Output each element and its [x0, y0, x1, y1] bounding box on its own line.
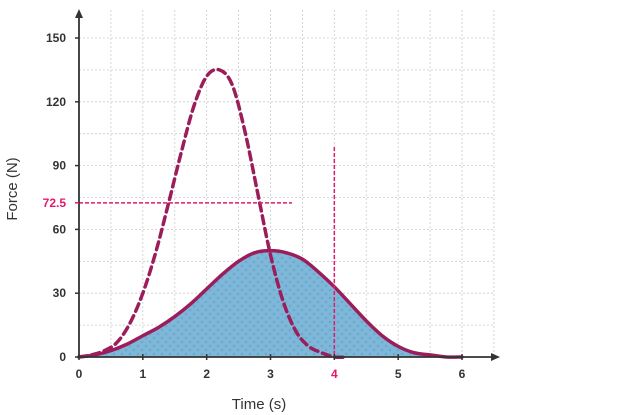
curves: [77, 67, 464, 360]
y-tick-label: 150: [46, 31, 66, 45]
x-tick-label: 5: [395, 367, 402, 381]
x-tick-label: 1: [139, 367, 146, 381]
y-axis-label: Force (N): [4, 157, 21, 220]
x-tick-label: 6: [459, 367, 466, 381]
y-tick-label: 60: [53, 222, 67, 236]
x-axis-arrow: [491, 353, 500, 361]
grid: [78, 10, 495, 357]
y-tick-label: 30: [53, 286, 67, 300]
axes: [75, 9, 500, 361]
y-tick-label: 90: [53, 159, 67, 173]
x-tick-label: 0: [76, 367, 83, 381]
series-line-solid: [77, 248, 464, 359]
annotations: [79, 147, 336, 357]
x-tick-label: 2: [203, 367, 210, 381]
x-axis-label: Time (s): [232, 396, 286, 413]
x-tick-label: 3: [267, 367, 274, 381]
y-tick-label: 120: [46, 95, 66, 109]
series-line-dashed: [77, 67, 349, 360]
annotation-label-x: 4: [331, 367, 338, 381]
y-tick-label: 0: [59, 350, 66, 364]
annotation-label-y: 72.5: [43, 196, 67, 210]
y-axis-arrow: [75, 9, 83, 18]
area-fill-dots: [79, 250, 462, 358]
area-fill: [79, 250, 462, 358]
